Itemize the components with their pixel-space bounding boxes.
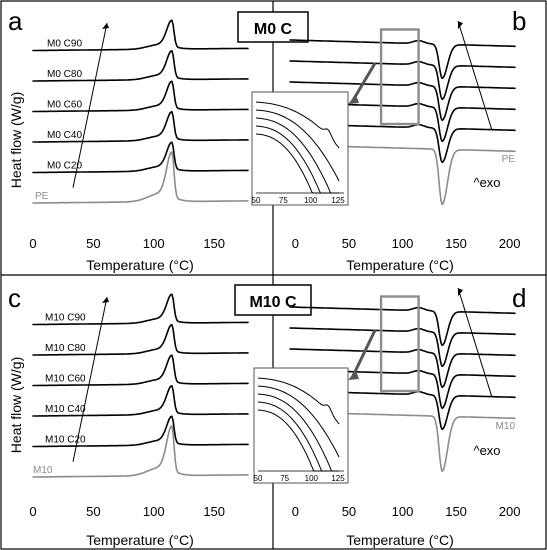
- series-label-c-2: M10 C40: [45, 404, 86, 415]
- series-line-c-4: [32, 324, 249, 356]
- xlabel-a: Temperature (°C): [86, 257, 194, 273]
- series-label-c-0: M10: [33, 465, 53, 476]
- panel-letter-c: c: [8, 283, 21, 313]
- series-label-c-1: M10 C20: [45, 435, 86, 446]
- series-label-c-4: M10 C80: [45, 343, 86, 354]
- series-line-a-2: [32, 111, 249, 143]
- panel-letter-a: a: [8, 6, 23, 36]
- series-line-c-1: [32, 415, 249, 448]
- series-line-d-3: [289, 348, 516, 389]
- panel-letter-d: d: [512, 283, 526, 313]
- series-label-c-5: M10 C90: [45, 313, 86, 324]
- inset-tick-d-1: 75: [280, 474, 289, 483]
- series-label-a-0: PE: [35, 191, 49, 202]
- inset-curve-b-1: [255, 109, 340, 182]
- tick-label-c-2: 100: [143, 504, 165, 519]
- inset-frame-d: [253, 367, 349, 484]
- tick-label-b-1: 50: [342, 236, 356, 251]
- inset-curve-d-2: [257, 393, 340, 472]
- inset-pointer-d: [350, 329, 377, 379]
- series-line-c-2: [32, 385, 249, 417]
- tick-label-c-1: 50: [86, 504, 100, 519]
- tick-label-b-3: 150: [445, 236, 467, 251]
- title-box-bottom: [234, 284, 312, 316]
- series-line-a-5: [32, 19, 249, 52]
- exo-note-b: ^exo: [473, 175, 500, 190]
- xlabel-b: Temperature (°C): [346, 257, 454, 273]
- trend-arrow-a: [72, 22, 108, 188]
- series-label-a-4: M0 C80: [47, 69, 82, 80]
- trend-arrowhead-a: [102, 23, 109, 30]
- tick-label-d-4: 200: [499, 504, 521, 519]
- inset-tick-d-3: 125: [331, 474, 345, 483]
- inset-tick-d-2: 100: [305, 474, 319, 483]
- tick-label-b-2: 100: [392, 236, 414, 251]
- ylabel-c: Heat flow (W/g): [8, 357, 24, 453]
- series-label-a-5: M0 C90: [47, 39, 82, 50]
- trend-arrow-c: [72, 296, 108, 462]
- inset-tick-b-0: 50: [252, 196, 261, 205]
- chart-title-bottom: M10 C: [249, 294, 297, 311]
- inset-tick-b-3: 125: [331, 196, 345, 205]
- series-line-b-5: [289, 39, 516, 80]
- inset-pointer-head-b: [348, 95, 359, 104]
- inset-curve-b-2: [255, 117, 340, 194]
- inset-curve-d-1: [257, 385, 340, 458]
- tick-label-b-4: 200: [499, 236, 521, 251]
- series-line-c-5: [32, 293, 249, 326]
- trend-arrowhead-b: [458, 21, 463, 30]
- tick-label-c-3: 150: [203, 504, 225, 519]
- series-line-d-4: [289, 327, 516, 368]
- xlabel-c: Temperature (°C): [86, 532, 194, 548]
- series-line-a-1: [32, 141, 249, 174]
- inset-curve-b-0: [255, 101, 340, 149]
- series-line-d-5: [289, 306, 516, 347]
- series-line-a-4: [32, 50, 249, 82]
- tick-label-d-0: 0: [292, 504, 299, 519]
- tick-label-d-2: 100: [392, 504, 414, 519]
- series-label-a-2: M0 C40: [47, 130, 82, 141]
- trend-arrow-b: [457, 20, 493, 131]
- zoom-box-d: [379, 295, 420, 393]
- panel-letter-b: b: [512, 6, 526, 36]
- tick-label-b-0: 0: [292, 236, 299, 251]
- chart-title-top: M0 C: [254, 21, 293, 38]
- exo-note-d: ^exo: [473, 443, 500, 458]
- inset-tick-b-1: 75: [279, 196, 288, 205]
- inset-curve-d-0: [257, 377, 340, 425]
- series-label-c-3: M10 C60: [45, 374, 86, 385]
- inset-curve-b-4: [255, 133, 340, 194]
- tick-label-a-2: 100: [143, 236, 165, 251]
- inset-tick-d-0: 50: [254, 474, 263, 483]
- series-label-d-0: M10: [496, 421, 516, 432]
- trend-arrowhead-d: [458, 288, 463, 297]
- series-line-b-3: [289, 81, 516, 122]
- inset-frame-b: [251, 91, 349, 206]
- tick-label-a-1: 50: [86, 236, 100, 251]
- tick-label-d-3: 150: [445, 504, 467, 519]
- series-label-a-3: M0 C60: [47, 100, 82, 111]
- tick-label-a-3: 150: [203, 236, 225, 251]
- series-line-a-3: [32, 80, 249, 113]
- series-label-b-0: PE: [502, 154, 516, 165]
- inset-tick-b-2: 100: [304, 196, 318, 205]
- trend-arrowhead-c: [102, 297, 109, 304]
- title-box-top: [237, 11, 309, 43]
- series-line-a-0: [32, 151, 249, 204]
- ylabel-a: Heat flow (W/g): [8, 92, 24, 188]
- zoom-box-b: [379, 28, 420, 126]
- series-label-a-1: M0 C20: [47, 161, 82, 172]
- tick-label-d-1: 50: [342, 504, 356, 519]
- tick-label-a-0: 0: [29, 236, 36, 251]
- series-line-b-4: [289, 60, 516, 101]
- inset-curve-d-4: [257, 409, 340, 472]
- trend-arrow-d: [457, 287, 493, 398]
- tick-label-c-0: 0: [29, 504, 36, 519]
- xlabel-d: Temperature (°C): [346, 532, 454, 548]
- series-line-c-3: [32, 354, 249, 387]
- series-line-c-0: [32, 425, 249, 478]
- inset-pointer-head-d: [348, 371, 359, 380]
